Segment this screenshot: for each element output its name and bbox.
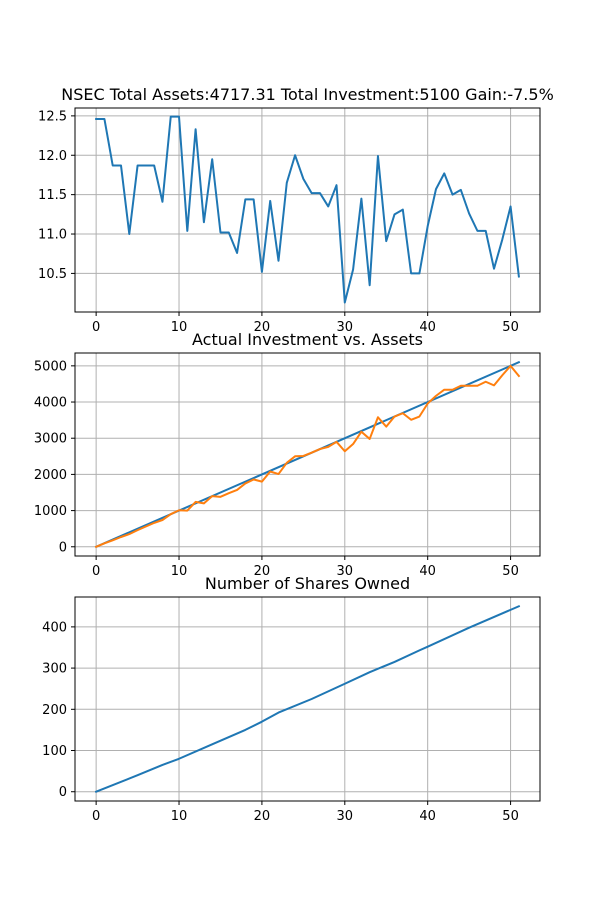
investment-vs-assets-x-tick-label: 20 (254, 564, 271, 579)
assets-per-share-x-tick-label: 20 (254, 320, 271, 335)
assets-per-share-title: NSEC Total Assets:4717.31 Total Investme… (61, 85, 554, 104)
shares-owned-y-tick-label: 100 (42, 744, 67, 759)
investment-vs-assets-panel: Actual Investment vs. Assets 0 10 20 30 40 50… (34, 330, 541, 579)
shares-owned-title: Number of Shares Owned (205, 574, 410, 593)
shares-owned-x-tick-label: 30 (337, 809, 354, 824)
shares-owned-y-tick-label: 200 (42, 703, 67, 718)
investment-vs-assets-y-tick-label: 5000 (34, 359, 67, 374)
investment-vs-assets-x-tick-label: 0 (92, 564, 100, 579)
assets-per-share-x-tick-label: 40 (419, 320, 436, 335)
assets-per-share-y-tick-label: 12.5 (38, 109, 67, 124)
assets-per-share-y-tick-label: 11.5 (38, 188, 67, 203)
investment-vs-assets-x-tick-label: 50 (502, 564, 519, 579)
shares-owned-series-0-line (94, 604, 521, 794)
shares-owned-axes-frame (74, 596, 541, 802)
assets-per-share-axes-frame (74, 107, 541, 313)
investment-vs-assets-y-tick-label: 2000 (34, 468, 67, 483)
assets-per-share-y-tick-label: 12.0 (38, 149, 67, 164)
investment-vs-assets-x-tick-label: 30 (337, 564, 354, 579)
shares-owned-y-tick-label: 400 (42, 620, 67, 635)
investment-vs-assets-series-1-line (94, 364, 521, 549)
assets-per-share-x-tick-label: 50 (502, 320, 519, 335)
shares-owned-x-tick-label: 50 (502, 809, 519, 824)
shares-owned-x-tick-label: 20 (254, 809, 271, 824)
investment-vs-assets-y-tick-label: 1000 (34, 504, 67, 519)
investment-vs-assets-y-tick-label: 4000 (34, 396, 67, 411)
assets-per-share-x-tick-label: 30 (337, 320, 354, 335)
shares-owned-x-tick-label: 40 (419, 809, 436, 824)
shares-owned-x-tick-label: 0 (92, 809, 100, 824)
investment-vs-assets-y-tick-label: 0 (59, 540, 67, 555)
assets-per-share-y-tick-label: 10.5 (38, 267, 67, 282)
investment-vs-assets-y-tick-label: 3000 (34, 432, 67, 447)
shares-owned-y-tick-label: 0 (59, 785, 67, 800)
shares-owned-y-tick-label: 300 (42, 662, 67, 677)
shares-owned-panel: Number of Shares Owned 0 10 20 30 40 50 0 100 20… (42, 574, 541, 824)
assets-per-share-x-tick-label: 10 (171, 320, 188, 335)
investment-vs-assets-title: Actual Investment vs. Assets (192, 330, 423, 349)
assets-per-share-y-tick-label: 11.0 (38, 228, 67, 243)
assets-per-share-series-0-line (95, 115, 520, 304)
assets-per-share-x-tick-label: 0 (92, 320, 100, 335)
assets-per-share-panel: NSEC Total Assets:4717.31 Total Investme… (38, 85, 554, 335)
investment-vs-assets-x-tick-label: 40 (419, 564, 436, 579)
investment-vs-assets-axes-frame (74, 352, 541, 557)
shares-owned-x-tick-label: 10 (171, 809, 188, 824)
investment-vs-assets-x-tick-label: 10 (171, 564, 188, 579)
